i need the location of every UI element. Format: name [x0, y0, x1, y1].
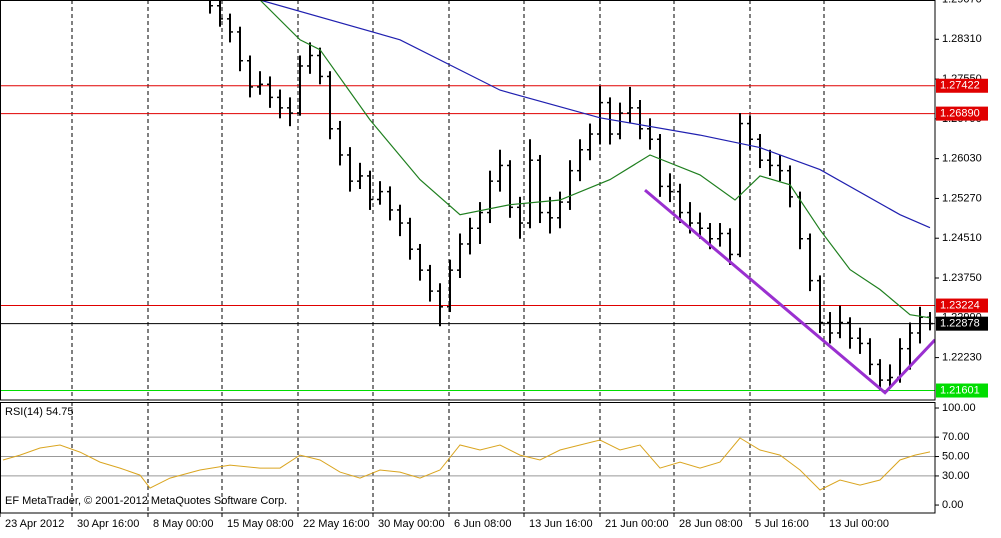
- price-label: 1.21601: [940, 384, 980, 396]
- y-tick-label: 1.22230: [942, 351, 982, 363]
- y-tick-label: 1.24510: [942, 232, 982, 244]
- price-label: 1.27422: [940, 80, 980, 92]
- x-tick-label: 30 May 00:00: [378, 518, 445, 530]
- price-label-box: [936, 78, 988, 93]
- price-label-box: [936, 298, 988, 313]
- x-tick-label: 8 May 00:00: [153, 518, 214, 530]
- price-label: 1.22878: [940, 318, 980, 330]
- price-label-box: [936, 106, 988, 121]
- y-tick-label: 30.00: [942, 470, 970, 482]
- y-tick-label: 100.00: [942, 402, 976, 414]
- price-panel: [0, 0, 935, 395]
- y-tick-label: 0.00: [942, 499, 963, 511]
- trend-line: [644, 188, 935, 395]
- x-tick-label: 21 Jun 00:00: [605, 518, 669, 530]
- x-tick-label: 15 May 08:00: [227, 518, 294, 530]
- x-tick-label: 30 Apr 16:00: [77, 518, 139, 530]
- y-tick-label: 70.00: [942, 431, 970, 443]
- price-label: 1.23224: [940, 299, 980, 311]
- rsi-line: [2, 437, 931, 491]
- x-tick-label: 13 Jul 00:00: [829, 518, 889, 530]
- x-tick-label: 23 Apr 2012: [5, 518, 64, 530]
- rsi-frame: [0, 402, 936, 514]
- y-tick-label: 1.23750: [942, 272, 982, 284]
- y-tick-label: 50.00: [942, 450, 970, 462]
- moving-average: [259, 0, 931, 229]
- y-tick-label: 1.29070: [942, 0, 982, 5]
- price-frame: [0, 0, 936, 401]
- price-label-box: [936, 316, 988, 331]
- rsi-title: RSI(14) 54.75: [5, 406, 73, 418]
- moving-average: [259, 0, 931, 319]
- x-tick-label: 6 Jun 08:00: [454, 518, 512, 530]
- price-label: 1.26890: [940, 108, 980, 120]
- x-tick-label: 22 May 16:00: [303, 518, 370, 530]
- y-tick-label: 1.28310: [942, 33, 982, 45]
- copyright: EF MetaTrader, © 2001-2012 MetaQuotes So…: [5, 495, 287, 507]
- y-tick-label: 1.25270: [942, 192, 982, 204]
- price-label-box: [936, 383, 988, 398]
- rsi-panel: [0, 436, 935, 491]
- x-tick-label: 5 Jul 16:00: [755, 518, 809, 530]
- x-tick-label: 13 Jun 16:00: [529, 518, 593, 530]
- x-tick-label: 28 Jun 08:00: [679, 518, 743, 530]
- axes: 23 Apr 2012 30 Apr 16:00 8 May 00:00 15 May…: [0, 0, 988, 530]
- y-tick-label: 1.26030: [942, 153, 982, 165]
